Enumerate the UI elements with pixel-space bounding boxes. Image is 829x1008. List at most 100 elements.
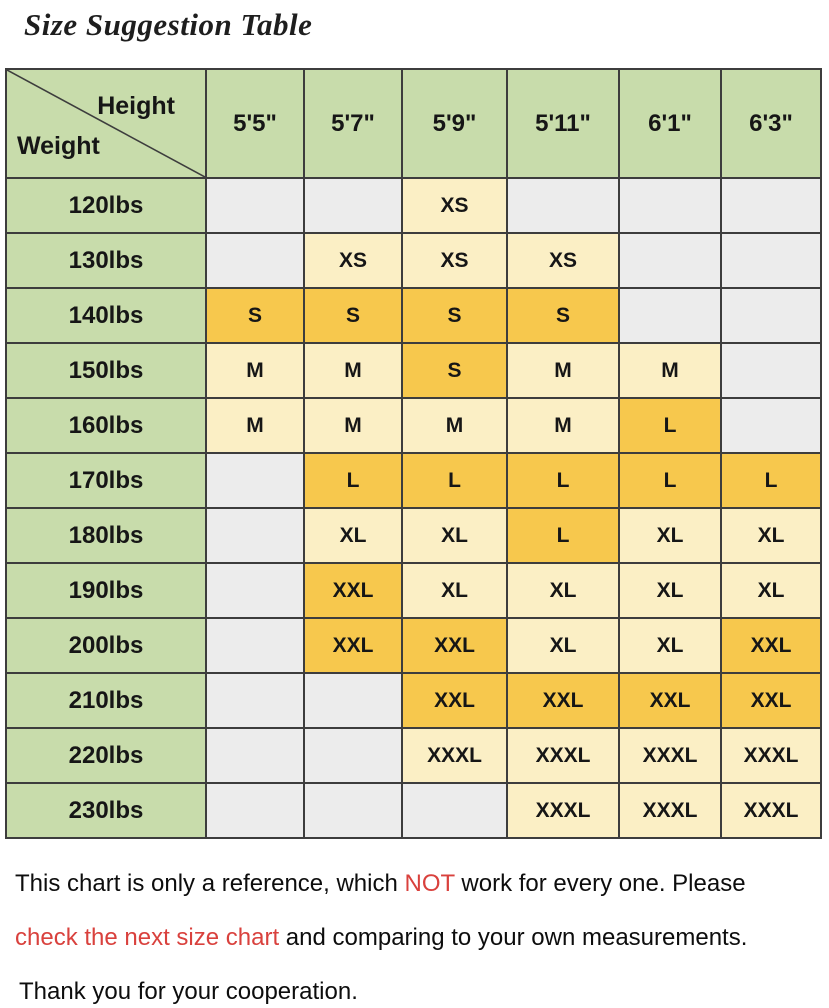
empty-cell (401, 782, 508, 839)
size-cell: S (303, 287, 403, 344)
table-row: 200lbs XXL XXL XL XL XXL (5, 617, 822, 674)
empty-cell (720, 342, 822, 399)
empty-cell (303, 177, 403, 234)
empty-cell (205, 232, 305, 289)
row-weight-label: 170lbs (5, 452, 207, 509)
footer-line: check the next size chart and comparing … (15, 921, 821, 954)
size-cell: M (506, 342, 620, 399)
size-cell: L (401, 452, 508, 509)
table-row: 180lbs XL XL L XL XL (5, 507, 822, 564)
size-cell: XXXL (401, 727, 508, 784)
empty-cell (205, 782, 305, 839)
size-cell: M (506, 397, 620, 454)
size-cell: XL (506, 617, 620, 674)
empty-cell (618, 232, 722, 289)
column-header: 5'5" (205, 68, 305, 179)
empty-cell (205, 727, 305, 784)
size-cell: M (205, 397, 305, 454)
column-header: 5'7" (303, 68, 403, 179)
size-cell: XL (720, 562, 822, 619)
size-cell: M (401, 397, 508, 454)
footer-text-segment: and comparing to your own measurements. (279, 924, 748, 951)
size-cell: XXL (303, 617, 403, 674)
size-cell: XL (618, 562, 722, 619)
size-cell: XXXL (618, 727, 722, 784)
empty-cell (720, 287, 822, 344)
size-cell: XL (401, 507, 508, 564)
row-weight-label: 230lbs (5, 782, 207, 839)
empty-cell (720, 232, 822, 289)
page-title: Size Suggestion Table (24, 7, 313, 42)
empty-cell (205, 507, 305, 564)
empty-cell (303, 672, 403, 729)
column-header: 6'3" (720, 68, 822, 179)
size-cell: M (205, 342, 305, 399)
size-cell: XXL (720, 617, 822, 674)
table-row: 120lbs XS (5, 177, 822, 234)
size-cell: XS (303, 232, 403, 289)
footer-line: This chart is only a reference, which NO… (15, 867, 821, 900)
size-cell: XL (303, 507, 403, 564)
column-header: 5'9" (401, 68, 508, 179)
table-row: 160lbs M M M M L (5, 397, 822, 454)
size-cell: S (205, 287, 305, 344)
corner-cell: Height Weight (5, 68, 207, 179)
size-cell: L (506, 452, 620, 509)
row-weight-label: 120lbs (5, 177, 207, 234)
size-cell: XL (618, 617, 722, 674)
size-cell: S (506, 287, 620, 344)
size-cell: L (720, 452, 822, 509)
empty-cell (205, 177, 305, 234)
column-header: 6'1" (618, 68, 722, 179)
row-weight-label: 130lbs (5, 232, 207, 289)
size-cell: XL (506, 562, 620, 619)
table-row: 150lbs M M S M M (5, 342, 822, 399)
footer-text-segment: work for every one. Please (454, 870, 746, 897)
table-row: 230lbs XXXL XXXL XXXL (5, 782, 822, 839)
empty-cell (506, 177, 620, 234)
size-cell: L (618, 452, 722, 509)
table-row: 130lbs XS XS XS (5, 232, 822, 289)
row-weight-label: 180lbs (5, 507, 207, 564)
size-cell: XL (401, 562, 508, 619)
size-cell: XL (618, 507, 722, 564)
size-cell: XXXL (720, 727, 822, 784)
size-cell: XXXL (506, 782, 620, 839)
size-cell: XXL (720, 672, 822, 729)
size-cell: XS (401, 177, 508, 234)
footer-line: Thank you for your cooperation. (19, 975, 821, 1008)
size-cell: XL (720, 507, 822, 564)
diagonal-line (7, 70, 205, 177)
size-cell: XXXL (618, 782, 722, 839)
size-cell: XS (401, 232, 508, 289)
empty-cell (205, 617, 305, 674)
row-weight-label: 160lbs (5, 397, 207, 454)
corner-weight-label: Weight (17, 132, 100, 160)
empty-cell (618, 287, 722, 344)
table-row: 210lbs XXL XXL XXL XXL (5, 672, 822, 729)
row-weight-label: 150lbs (5, 342, 207, 399)
size-cell: M (303, 397, 403, 454)
size-chart-page: Size Suggestion Table Height Weight 5'5"… (0, 6, 829, 1008)
table-row: 140lbs S S S S (5, 287, 822, 344)
table-row: 190lbs XXL XL XL XL XL (5, 562, 822, 619)
size-table-body: 120lbs XS 130lbs XS XS XS 140lbs S S S S 150lbs M M S M… (5, 177, 822, 839)
empty-cell (618, 177, 722, 234)
size-cell: XXL (618, 672, 722, 729)
empty-cell (303, 782, 403, 839)
column-header: 5'11" (506, 68, 620, 179)
size-cell: XXL (506, 672, 620, 729)
row-weight-label: 140lbs (5, 287, 207, 344)
row-weight-label: 190lbs (5, 562, 207, 619)
footer-text-segment: Thank you for your cooperation. (19, 978, 358, 1005)
size-cell: M (618, 342, 722, 399)
size-suggestion-table: Height Weight 5'5" 5'7" 5'9" 5'11" 6'1" 6'3" … (5, 68, 822, 839)
footer-text-segment: This chart is only a reference, which (15, 870, 405, 897)
empty-cell (720, 397, 822, 454)
empty-cell (205, 562, 305, 619)
empty-cell (205, 672, 305, 729)
size-cell: L (618, 397, 722, 454)
row-weight-label: 220lbs (5, 727, 207, 784)
size-cell: XXL (401, 617, 508, 674)
empty-cell (303, 727, 403, 784)
